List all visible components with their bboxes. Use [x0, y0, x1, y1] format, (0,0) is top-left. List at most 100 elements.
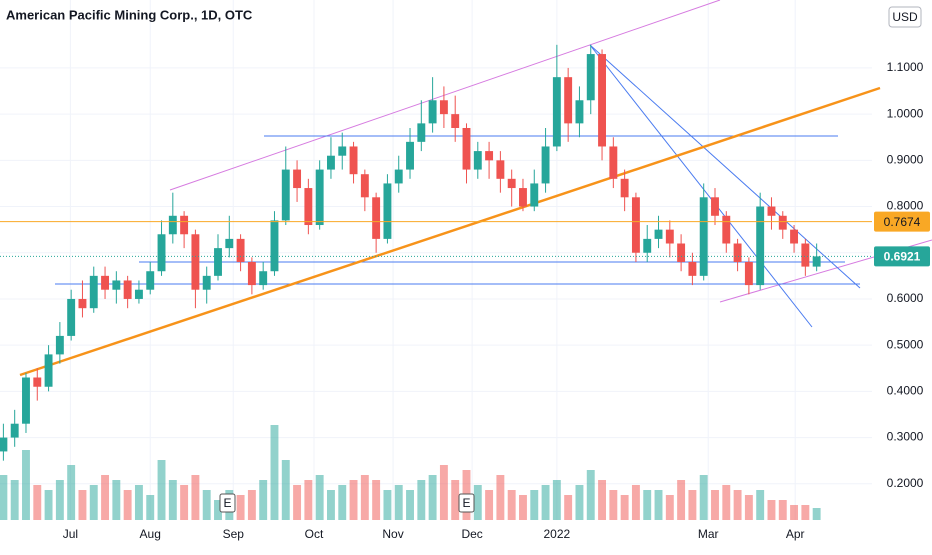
volume-bar	[22, 450, 30, 520]
candle-body	[778, 215, 787, 230]
candle-body	[439, 100, 448, 115]
x-tick-label: Dec	[461, 527, 482, 541]
volume-bar	[665, 495, 674, 520]
x-tick-label: Nov	[382, 527, 403, 541]
channel-line	[169, 0, 721, 191]
candle-body	[609, 146, 618, 179]
volume-bar	[180, 485, 189, 520]
y-tick-label: 0.4000	[887, 384, 924, 398]
volume-bar	[157, 460, 166, 520]
volume-bar	[293, 485, 302, 520]
candle-body	[236, 238, 245, 262]
candle-body	[575, 100, 584, 124]
volume-bar	[733, 490, 742, 520]
volume-bar	[394, 485, 403, 520]
volume-bar	[247, 490, 256, 520]
candle-body	[620, 178, 629, 198]
volume-bar	[372, 480, 381, 520]
volume-bar	[168, 480, 177, 520]
candle-body	[586, 54, 595, 101]
volume-bar	[202, 490, 211, 520]
candle-body	[112, 280, 121, 290]
candle-body	[485, 151, 494, 161]
event-label: E	[462, 496, 470, 510]
candle-body	[67, 298, 76, 336]
candle-body	[473, 151, 482, 170]
x-tick-label: Oct	[305, 527, 324, 541]
y-tick-label: 0.5000	[887, 337, 924, 351]
volume-bar	[552, 480, 561, 520]
volume-bar	[304, 480, 313, 520]
event-box	[219, 493, 236, 513]
candle-body	[315, 169, 324, 226]
y-tick-label: 0.8000	[887, 199, 924, 213]
volume-bar	[485, 490, 494, 520]
volume-bar	[360, 475, 369, 520]
volume-bar	[123, 490, 132, 520]
x-tick-label: Apr	[786, 527, 805, 541]
volume-bar	[451, 480, 460, 520]
volume-bar	[598, 480, 606, 520]
volume-bar	[654, 490, 663, 520]
candle-body	[168, 215, 177, 235]
volume-bar	[541, 485, 550, 520]
candle-body	[722, 215, 731, 244]
volume-bar	[349, 480, 358, 520]
candle-body	[744, 261, 753, 286]
volume-bar	[44, 490, 53, 520]
volume-bar	[33, 485, 42, 520]
y-tick-label: 1.0000	[887, 106, 924, 120]
axes: 0.20000.30000.40000.50000.60000.70000.80…	[0, 60, 930, 541]
candle-body	[733, 243, 742, 262]
candle-body	[801, 243, 810, 267]
volume-bar	[744, 495, 753, 520]
volume-bar	[767, 500, 776, 520]
volume-bar	[134, 485, 143, 520]
event-markers: E E	[219, 493, 475, 513]
volume-bar	[677, 480, 686, 520]
candle-body	[349, 146, 358, 175]
volume-bar	[383, 490, 392, 520]
candle-body	[123, 280, 132, 299]
price-label: 0.7674	[884, 215, 921, 229]
price-label-box	[874, 211, 930, 232]
candles	[0, 44, 821, 461]
candle-body	[428, 100, 437, 124]
candle-body	[564, 77, 573, 124]
candle-body	[304, 188, 313, 226]
candle-body	[677, 243, 686, 262]
x-tick-label: Mar	[698, 527, 719, 541]
candle-body	[327, 155, 335, 170]
candle-body	[451, 114, 460, 128]
candle-body	[631, 197, 640, 253]
candle-body	[598, 54, 606, 147]
candle-body	[22, 377, 30, 424]
candle-body	[281, 169, 290, 221]
volume-bar	[10, 480, 19, 520]
volume-bar	[564, 495, 573, 520]
candle-body	[372, 197, 381, 239]
y-tick-label: 0.6000	[887, 291, 924, 305]
volume-bar	[146, 495, 155, 520]
volume-bar	[790, 505, 799, 520]
candle-body	[360, 174, 369, 198]
volume-bar	[259, 480, 268, 520]
volume-bar	[688, 490, 697, 520]
volume-bar	[67, 465, 76, 520]
candle-body	[406, 141, 414, 170]
volume-bar	[530, 490, 539, 520]
volume-bar	[78, 490, 87, 520]
candle-body	[790, 229, 799, 244]
candle-body	[225, 238, 234, 249]
volume-bar	[214, 500, 222, 520]
candle-body	[89, 275, 98, 309]
candle-body	[270, 220, 279, 272]
candle-body	[654, 229, 663, 239]
candle-body	[202, 275, 211, 290]
x-tick-label: 2022	[544, 527, 571, 541]
candle-body	[55, 335, 64, 355]
candle-body	[214, 248, 222, 276]
volume-bar	[101, 475, 109, 520]
